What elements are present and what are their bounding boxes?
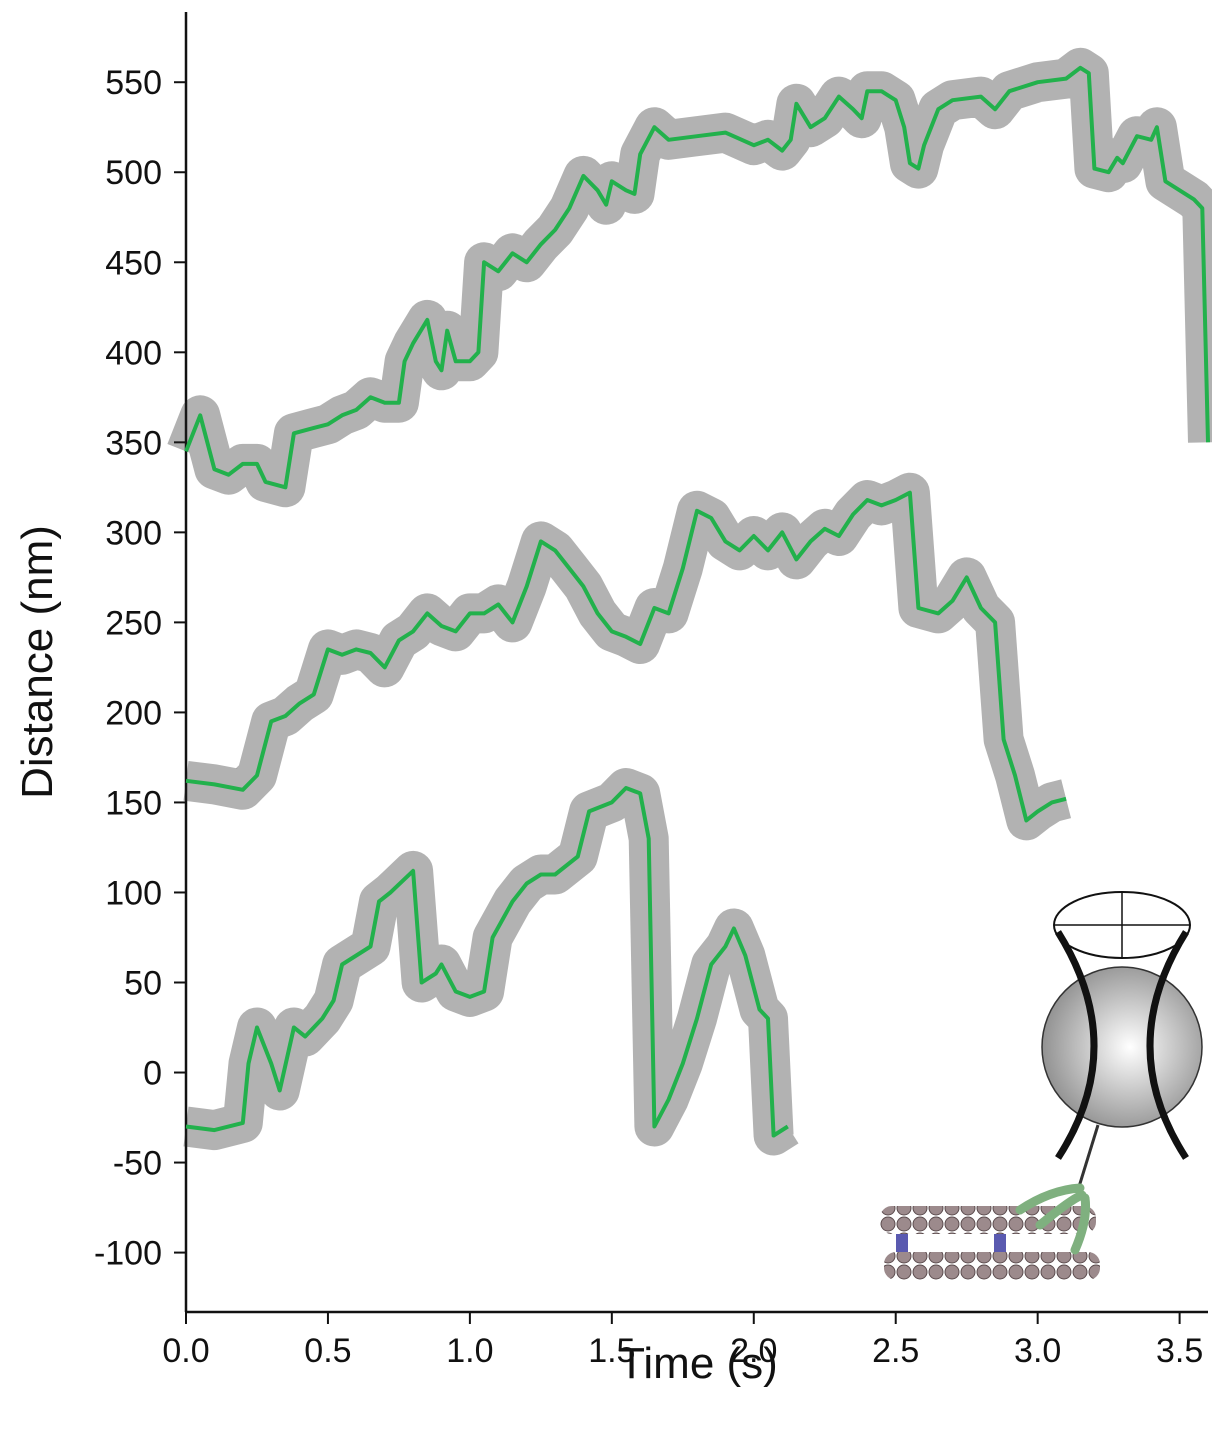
y-tick-label: -50 [113, 1145, 162, 1183]
y-tick-label: 300 [105, 514, 162, 552]
y-tick-label: 350 [105, 424, 162, 462]
y-tick-label: 400 [105, 334, 162, 372]
trace-line [185, 786, 789, 1138]
x-tick-label: 1.0 [446, 1332, 493, 1370]
x-axis-title: Time (s) [618, 1339, 778, 1388]
x-tick-label: 0.5 [304, 1332, 351, 1370]
y-tick-label: 250 [105, 604, 162, 642]
y-tick-label: 500 [105, 154, 162, 192]
x-tick-label: 3.5 [1156, 1332, 1203, 1370]
y-tick-label: -100 [94, 1235, 162, 1273]
y-tick-label: 450 [105, 244, 162, 282]
inset-diagram [880, 891, 1203, 1280]
x-tick-label: 2.0 [730, 1332, 777, 1370]
trace-line [184, 65, 1210, 490]
y-tick-label: 200 [105, 694, 162, 732]
trace-line [185, 490, 1067, 823]
y-tick-label: 150 [105, 784, 162, 822]
y-axis-title: Distance (nm) [13, 525, 62, 799]
y-tick-label: 50 [124, 964, 162, 1002]
y-tick-label: 100 [105, 874, 162, 912]
x-tick-label: 2.5 [872, 1332, 919, 1370]
y-tick-label: 550 [105, 64, 162, 102]
x-tick-label: 1.5 [588, 1332, 635, 1370]
y-tick-label: 0 [143, 1055, 162, 1093]
x-tick-label: 3.0 [1014, 1332, 1061, 1370]
raw-trace-band [167, 47, 1212, 508]
x-tick-label: 0.0 [162, 1332, 209, 1370]
